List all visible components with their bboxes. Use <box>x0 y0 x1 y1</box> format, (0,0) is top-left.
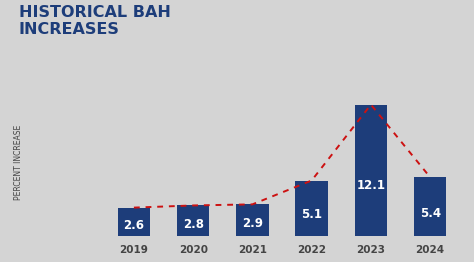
Text: 2.9: 2.9 <box>242 217 263 230</box>
Bar <box>177 205 210 236</box>
Text: 5.1: 5.1 <box>301 208 322 221</box>
Text: HISTORICAL BAH
INCREASES: HISTORICAL BAH INCREASES <box>19 5 171 37</box>
Bar <box>118 208 150 236</box>
Text: 12.1: 12.1 <box>356 179 385 193</box>
Text: 5.4: 5.4 <box>419 207 441 220</box>
Text: 2.8: 2.8 <box>182 218 204 231</box>
Bar <box>236 204 269 236</box>
Bar <box>414 177 447 236</box>
Bar <box>295 181 328 236</box>
Text: 2.6: 2.6 <box>123 219 145 232</box>
Bar <box>355 105 387 236</box>
Text: PERCENT INCREASE: PERCENT INCREASE <box>15 125 23 200</box>
